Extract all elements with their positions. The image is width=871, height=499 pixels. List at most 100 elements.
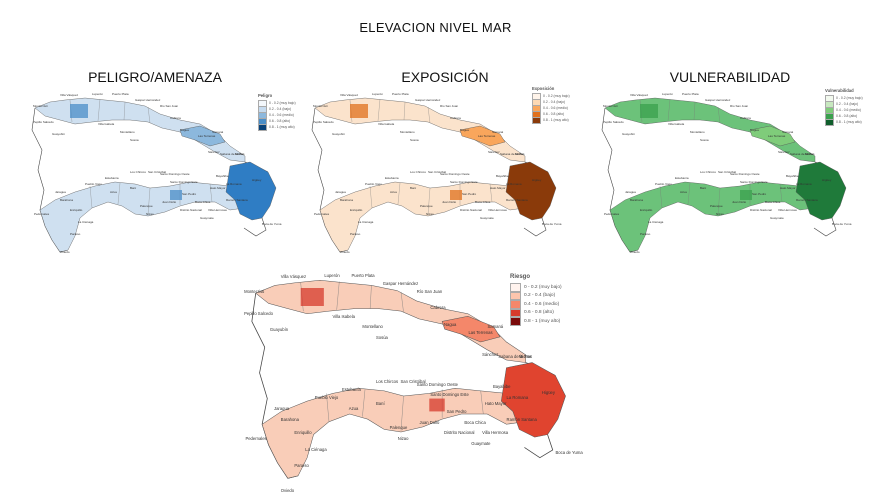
place-label-la-romana: La Romana [506, 395, 529, 401]
municipal-boundary [397, 182, 401, 205]
legend-label: 0 - 0.2 (muy bajo) [543, 94, 570, 98]
place-label-santo-domingo-este: Santo Domingo Este [450, 180, 478, 184]
place-label-barahona: Barahona [630, 198, 644, 202]
place-label-nagua: Nagua [444, 321, 457, 327]
place-label-montellano: Montellano [690, 130, 705, 134]
place-label-higuey: Higüey [532, 178, 542, 182]
municipal-boundary [659, 185, 663, 209]
exposicion-legend: Exposición 0 - 0.2 (muy bajo) 0.2 - 0.4 (… [532, 86, 570, 124]
place-label-sabana-de-la-mar: Sabana de la Mar [220, 152, 244, 156]
place-label-distrito-nacional: Distrito Nacional [444, 430, 475, 436]
south-coast-region [319, 181, 525, 253]
place-label-boca-de-yuma: Boca de Yuma [542, 222, 562, 226]
place-label-sabana-de-la-mar: Sabana de la Mar [498, 354, 532, 360]
place-label-puerto-plata: Puerto Plata [682, 92, 699, 96]
place-label-santo-domingo-oeste: Santo Domingo Oeste [440, 172, 470, 176]
place-label-pepillo-salcedo: Pepillo Salcedo [244, 310, 273, 316]
municipal-boundary [489, 183, 493, 203]
place-label-rio-san-juan: Río San Juan [416, 289, 443, 295]
place-label-pedernales: Pedernales [314, 212, 330, 216]
south-coast-region [261, 388, 525, 479]
place-label-montellano: Montellano [400, 130, 415, 134]
municipal-boundary [687, 182, 691, 205]
place-label-rio-san-juan: Río San Juan [160, 104, 179, 108]
vulnerabilidad-title: VULNERABILIDAD [669, 69, 791, 85]
accent-region-south [429, 398, 445, 412]
place-label-samana: Samaná [212, 130, 224, 134]
place-label-higuey: Higüey [822, 178, 832, 182]
place-label-sanchez: Sánchez [208, 150, 220, 154]
place-label-jaragua: Jaragua [335, 190, 346, 194]
place-label-miches: Miches [518, 354, 533, 360]
place-label-pueblo-viejo: Pueblo Viejo [655, 182, 672, 186]
place-label-sosua: Sosúa [130, 138, 139, 142]
place-label-nagua: Nagua [460, 128, 469, 132]
place-label-estebania: Estebanía [105, 176, 119, 180]
place-label-san-pedro: San Pedro [752, 192, 767, 196]
municipal-boundary [480, 390, 484, 415]
vulnerabilidad-legend: Vulnerabilidad 0 - 0.2 (muy bajo) 0.2 - 0… [825, 88, 863, 126]
place-label-enriquillo: Enriquillo [350, 208, 363, 212]
place-label-sanchez: Sánchez [778, 150, 790, 154]
place-label-boca-de-yuma: Boca de Yuma [832, 222, 852, 226]
place-label-estebania: Estebanía [342, 386, 361, 392]
place-label-nizao: Nizao [426, 212, 434, 216]
place-label-oviedo: Oviedo [280, 487, 295, 493]
place-label-montecristi: Montecristi [244, 289, 265, 295]
place-label-las-terrenas: Las Terrenas [478, 134, 496, 138]
place-label-guaymate: Guaymate [770, 216, 784, 220]
legend-swatch [510, 308, 521, 317]
place-label-azua: Azua [348, 406, 359, 411]
samana-region [179, 125, 226, 147]
place-label-estebania: Estebanía [385, 176, 399, 180]
exposicion-map [311, 97, 557, 253]
place-label-pepillo-salcedo: Pepillo Salcedo [33, 120, 54, 124]
place-label-ramon-santana: Ramón Santana [506, 416, 537, 422]
place-label-pedernales: Pedernales [245, 435, 267, 441]
vulnerabilidad-map [601, 97, 847, 253]
place-label-samana: Samaná [487, 324, 504, 330]
place-label-enriquillo: Enriquillo [294, 430, 312, 436]
legend-label: 0.2 - 0.4 (bajo) [543, 100, 566, 104]
place-label-santo-domingo-este: Santo Domingo Este [740, 180, 768, 184]
municipal-boundary [97, 98, 101, 122]
place-label-villa-isabela: Villa Isabela [98, 122, 115, 126]
place-label-nagua: Nagua [750, 128, 759, 132]
samana-region [749, 125, 796, 147]
municipal-boundary [336, 281, 340, 310]
place-label-gaspar-hernandez: Gaspar Hernández [705, 98, 731, 102]
place-label-barahona: Barahona [60, 198, 74, 202]
south-coast-region [39, 181, 245, 253]
place-label-luperon: Luperón [324, 272, 340, 278]
place-label-nizao: Nizao [716, 212, 724, 216]
place-label-las-terrenas: Las Terrenas [468, 329, 493, 335]
accent-region-south [170, 190, 182, 200]
legend-swatch [510, 291, 521, 300]
legend-item: 0 - 0.2 (muy bajo) [510, 283, 562, 292]
place-label-juan-dolio: Juan Dolio [419, 419, 440, 425]
place-label-la-cienaga: La Ciénaga [648, 220, 664, 224]
place-label-rio-san-juan: Río San Juan [440, 104, 459, 108]
legend-label: 0 - 0.2 (muy bajo) [836, 96, 863, 100]
riesgo-legend-title: Riesgo [510, 274, 531, 280]
place-label-bani: Baní [700, 186, 707, 190]
place-label-guaymate: Guaymate [480, 216, 494, 220]
legend-label: 0.4 - 0.6 (medio) [524, 301, 560, 307]
place-label-oviedo: Oviedo [60, 250, 70, 254]
place-label-sosua: Sosúa [410, 138, 419, 142]
place-label-las-terrenas: Las Terrenas [768, 134, 786, 138]
legend-swatch [510, 300, 521, 309]
legend-label: 0.6 - 0.8 (alto) [543, 112, 565, 116]
place-label-la-cienaga: La Ciénaga [358, 220, 374, 224]
place-label-palenque: Palenque [420, 204, 433, 208]
accent-region-south [450, 190, 462, 200]
place-label-palenque: Palenque [710, 204, 723, 208]
place-label-oviedo: Oviedo [630, 250, 640, 254]
place-label-bayahibe: Bayahibe [496, 174, 509, 178]
municipal-boundary [89, 185, 93, 209]
north-coast-region [255, 280, 526, 363]
municipal-boundary [369, 285, 372, 309]
legend-label: 0.4 - 0.6 (medio) [836, 108, 861, 112]
legend-label: 0.8 - 1 (muy alto) [524, 318, 561, 324]
place-label-bayahibe: Bayahibe [216, 174, 229, 178]
